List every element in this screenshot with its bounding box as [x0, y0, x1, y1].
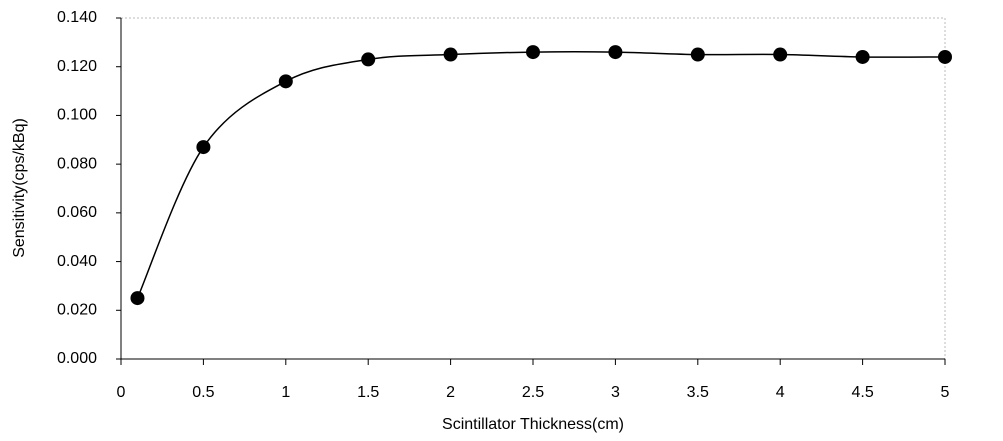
plot-frame	[120, 17, 946, 360]
point	[361, 52, 376, 67]
x-axis-title: Scintillator Thickness(cm)	[442, 416, 624, 433]
point	[608, 45, 623, 60]
x-tick-label: 3.5	[687, 384, 709, 401]
point	[196, 140, 211, 155]
x-tick-label: 4	[776, 384, 785, 401]
x-tick-label: 2	[446, 384, 455, 401]
point	[443, 47, 458, 62]
x-tick-label: 3	[611, 384, 620, 401]
y-tick-label: 0.100	[57, 107, 97, 124]
x-tick-label: 2.5	[522, 384, 544, 401]
x-tick-label: 0	[117, 384, 126, 401]
y-tick-label: 0.120	[57, 58, 97, 75]
y-tick-label: 0.080	[57, 155, 97, 172]
y-tick-label: 0.040	[57, 253, 97, 270]
point	[690, 47, 705, 62]
point	[130, 291, 145, 306]
y-axis-title: Sensitivity(cps/kBq)	[11, 118, 28, 258]
x-tick-label: 1.5	[357, 384, 379, 401]
point	[773, 47, 788, 62]
x-tick-label: 5	[941, 384, 950, 401]
x-tick-label: 0.5	[192, 384, 214, 401]
x-tick-label: 1	[281, 384, 290, 401]
y-tick-label: 0.060	[57, 204, 97, 221]
point	[855, 49, 870, 64]
y-tick-label: 0.140	[57, 9, 97, 26]
point	[526, 45, 540, 60]
point	[938, 49, 952, 64]
y-tick-label: 0.020	[57, 302, 97, 319]
curve	[136, 51, 946, 299]
x-tick-label: 4.5	[851, 384, 873, 401]
point	[278, 74, 293, 89]
y-tick-label: 0.000	[57, 350, 97, 367]
